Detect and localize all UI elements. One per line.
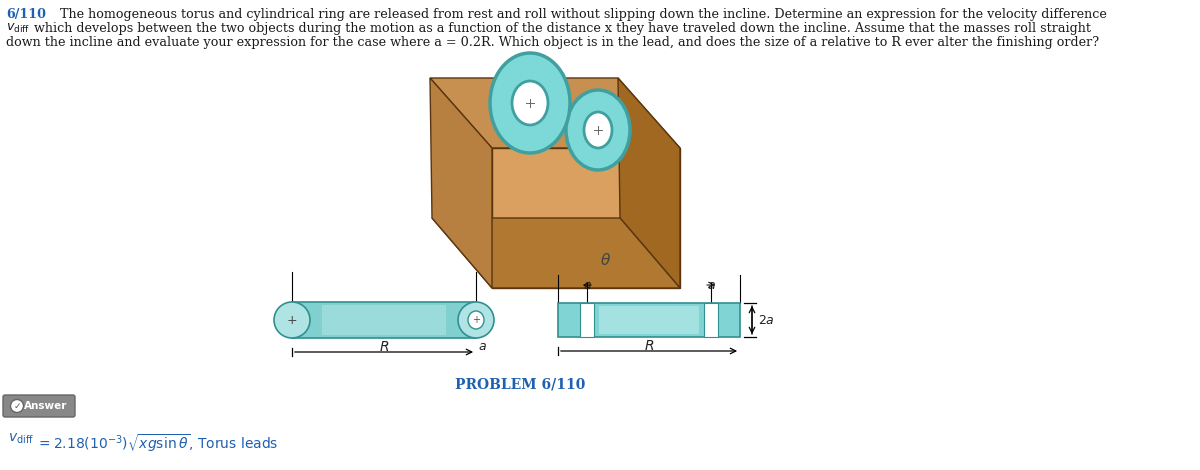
Text: ✓: ✓ [13, 401, 20, 410]
Polygon shape [430, 78, 492, 288]
Text: PROBLEM 6/110: PROBLEM 6/110 [455, 378, 586, 392]
Ellipse shape [458, 302, 494, 338]
Text: The homogeneous torus and cylindrical ring are released from rest and roll witho: The homogeneous torus and cylindrical ri… [60, 8, 1106, 21]
Text: $a$: $a$ [582, 279, 592, 292]
Text: 6/110: 6/110 [6, 8, 46, 21]
Ellipse shape [11, 400, 24, 413]
Text: +: + [287, 313, 298, 327]
Polygon shape [430, 78, 680, 148]
Bar [322, 305, 446, 335]
Ellipse shape [490, 53, 570, 153]
Text: $R$: $R$ [379, 340, 389, 354]
Text: $v_\mathrm{diff}$: $v_\mathrm{diff}$ [8, 432, 34, 446]
Ellipse shape [468, 311, 484, 329]
Text: $v_\mathsf{diff}$: $v_\mathsf{diff}$ [6, 22, 30, 35]
Ellipse shape [584, 112, 612, 148]
Text: +: + [472, 315, 480, 325]
Ellipse shape [512, 81, 548, 125]
Text: $R$: $R$ [644, 339, 654, 353]
Text: down the incline and evaluate your expression for the case where a = 0.2R. Which: down the incline and evaluate your expre… [6, 36, 1099, 49]
Bar [704, 303, 718, 337]
Bar [580, 303, 594, 337]
Bar [599, 306, 698, 334]
FancyBboxPatch shape [2, 395, 74, 417]
Text: $= 2.18(10^{-3})\sqrt{xg\sin\theta}$, Torus leads: $= 2.18(10^{-3})\sqrt{xg\sin\theta}$, To… [36, 432, 278, 454]
Text: Answer: Answer [24, 401, 67, 411]
Text: $\theta$: $\theta$ [600, 252, 612, 268]
Polygon shape [492, 148, 680, 288]
Polygon shape [432, 218, 680, 288]
Polygon shape [618, 78, 680, 288]
Text: $a$: $a$ [707, 279, 715, 292]
Ellipse shape [274, 302, 310, 338]
Text: $a$: $a$ [478, 340, 487, 353]
Bar [292, 302, 476, 338]
Bar [558, 303, 740, 337]
Ellipse shape [566, 90, 630, 170]
Text: $2a$: $2a$ [758, 313, 775, 327]
Text: which develops between the two objects during the motion as a function of the di: which develops between the two objects d… [34, 22, 1091, 35]
